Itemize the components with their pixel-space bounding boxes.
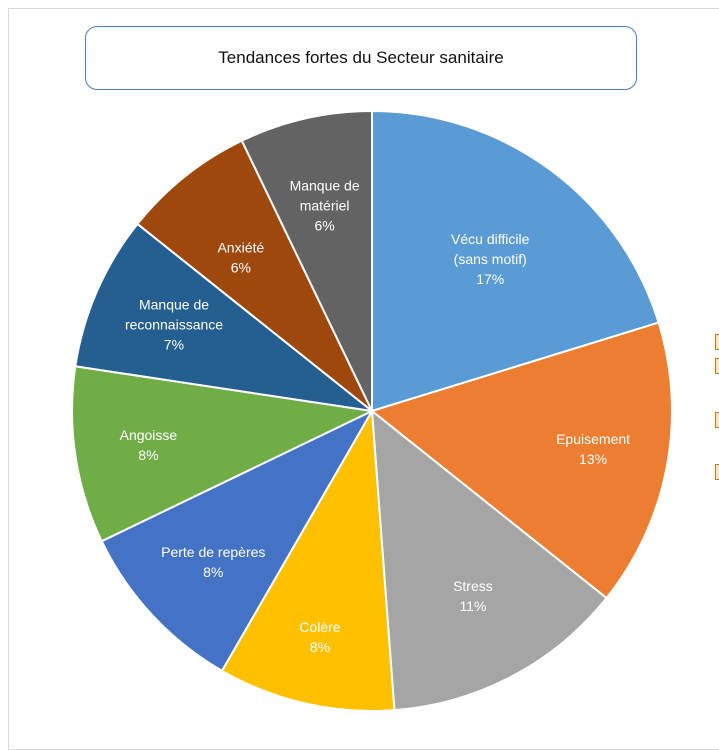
pie-slices [71, 109, 673, 712]
pie-slice [136, 139, 373, 412]
pie-slice [370, 408, 608, 712]
pie-slice [240, 109, 373, 412]
slice-label: Manque de reconnaissance 7% [125, 297, 223, 353]
slice-label: Angoisse 8% [120, 427, 178, 463]
pie-slice [369, 321, 673, 600]
slice-label: Perte de repères 8% [161, 544, 265, 580]
slice-label: Anxiété 6% [217, 240, 264, 276]
pie-slice [71, 365, 376, 543]
pie-slice [74, 222, 376, 413]
slice-label: Stress 11% [453, 578, 493, 614]
legend-key [715, 358, 719, 374]
legend-key [715, 412, 719, 428]
slice-label: Epuisement 13% [556, 431, 630, 467]
pie-labels: Vécu difficile (sans motif) 17% Epuisement 1… [120, 177, 631, 655]
pie-slice [220, 407, 396, 712]
pie-slice [371, 109, 660, 413]
slice-label: Vécu difficile (sans motif) 17% [451, 231, 530, 287]
slice-label: Manque de matériel 6% [290, 177, 360, 233]
legend-key [715, 334, 719, 350]
chart-title: Tendances fortes du Secteur sanitaire [85, 26, 637, 90]
legend-key [715, 464, 719, 480]
pie-slice [100, 408, 375, 673]
slice-label: Colère 8% [299, 619, 340, 655]
